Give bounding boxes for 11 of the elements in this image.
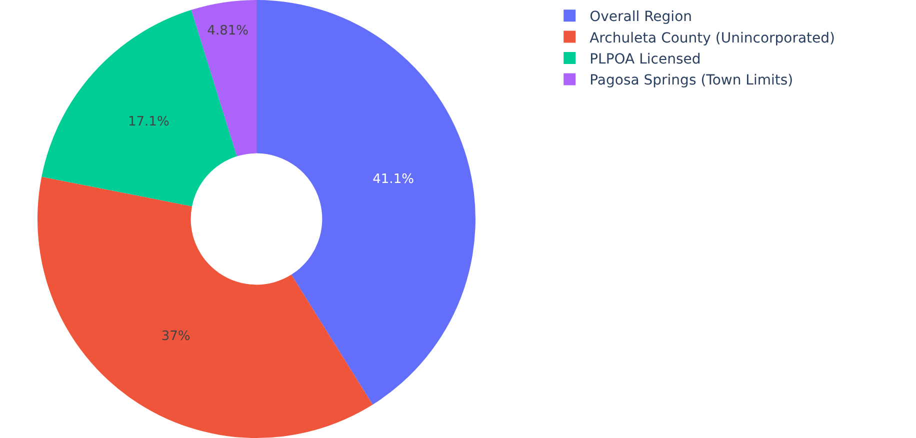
data-label: 17.1% [128,114,170,130]
legend-label: Archuleta County (Unincorporated) [590,30,836,46]
data-label: 4.81% [207,23,248,38]
data-label: 41.1% [372,172,414,188]
legend-label: Overall Region [590,9,692,26]
donut-slice [256,0,476,405]
donut-slice [38,176,373,438]
legend-label: Pagosa Springs (Town Limits) [590,72,794,89]
legend-label: PLPOA Licensed [590,51,701,68]
donut-slice [191,0,256,156]
data-label: 37% [161,328,190,344]
